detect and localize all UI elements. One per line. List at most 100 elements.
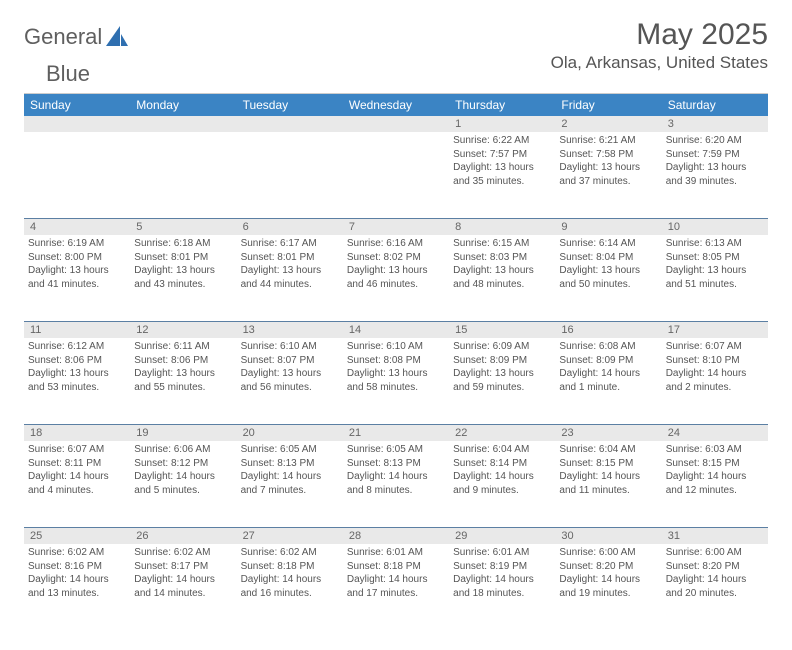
day-cell: Sunrise: 6:19 AMSunset: 8:00 PMDaylight:… <box>24 235 130 321</box>
daylight-text-2: and 41 minutes. <box>28 278 126 292</box>
day-cell: Sunrise: 6:02 AMSunset: 8:17 PMDaylight:… <box>130 544 236 630</box>
daylight-text-2: and 8 minutes. <box>347 484 445 498</box>
day-number-row: 11121314151617 <box>24 321 768 338</box>
daylight-text-2: and 56 minutes. <box>241 381 339 395</box>
day-number-row: 18192021222324 <box>24 424 768 441</box>
day-number: 20 <box>237 425 343 441</box>
week-row: 45678910Sunrise: 6:19 AMSunset: 8:00 PMD… <box>24 218 768 321</box>
daylight-text-1: Daylight: 14 hours <box>559 367 657 381</box>
daylight-text-2: and 11 minutes. <box>559 484 657 498</box>
sunrise-text: Sunrise: 6:04 AM <box>453 443 551 457</box>
day-number: 19 <box>130 425 236 441</box>
day-cell: Sunrise: 6:14 AMSunset: 8:04 PMDaylight:… <box>555 235 661 321</box>
weekday-sat: Saturday <box>662 94 768 116</box>
day-cell: Sunrise: 6:04 AMSunset: 8:14 PMDaylight:… <box>449 441 555 527</box>
day-number: 3 <box>662 116 768 132</box>
sunrise-text: Sunrise: 6:01 AM <box>347 546 445 560</box>
sunrise-text: Sunrise: 6:02 AM <box>241 546 339 560</box>
day-number <box>237 116 343 132</box>
day-cell: Sunrise: 6:07 AMSunset: 8:10 PMDaylight:… <box>662 338 768 424</box>
day-cell: Sunrise: 6:20 AMSunset: 7:59 PMDaylight:… <box>662 132 768 218</box>
day-cell <box>130 132 236 218</box>
sunrise-text: Sunrise: 6:15 AM <box>453 237 551 251</box>
daylight-text-1: Daylight: 14 hours <box>559 470 657 484</box>
sunrise-text: Sunrise: 6:08 AM <box>559 340 657 354</box>
sunrise-text: Sunrise: 6:03 AM <box>666 443 764 457</box>
day-number: 13 <box>237 322 343 338</box>
sunrise-text: Sunrise: 6:07 AM <box>666 340 764 354</box>
daylight-text-1: Daylight: 14 hours <box>28 573 126 587</box>
daylight-text-1: Daylight: 14 hours <box>453 573 551 587</box>
daylight-text-2: and 16 minutes. <box>241 587 339 601</box>
sunrise-text: Sunrise: 6:20 AM <box>666 134 764 148</box>
sunset-text: Sunset: 8:18 PM <box>347 560 445 574</box>
daylight-text-2: and 17 minutes. <box>347 587 445 601</box>
day-number: 30 <box>555 528 661 544</box>
day-number: 17 <box>662 322 768 338</box>
day-cell: Sunrise: 6:02 AMSunset: 8:18 PMDaylight:… <box>237 544 343 630</box>
day-number <box>343 116 449 132</box>
daylight-text-1: Daylight: 14 hours <box>559 573 657 587</box>
day-number: 26 <box>130 528 236 544</box>
week-row: 11121314151617Sunrise: 6:12 AMSunset: 8:… <box>24 321 768 424</box>
sunrise-text: Sunrise: 6:13 AM <box>666 237 764 251</box>
day-number: 12 <box>130 322 236 338</box>
day-number: 21 <box>343 425 449 441</box>
daylight-text-1: Daylight: 13 hours <box>134 264 232 278</box>
daylight-text-2: and 12 minutes. <box>666 484 764 498</box>
daylight-text-2: and 59 minutes. <box>453 381 551 395</box>
day-number-row: 45678910 <box>24 218 768 235</box>
daylight-text-1: Daylight: 13 hours <box>453 264 551 278</box>
daylight-text-2: and 35 minutes. <box>453 175 551 189</box>
daylight-text-1: Daylight: 14 hours <box>347 573 445 587</box>
sunrise-text: Sunrise: 6:10 AM <box>347 340 445 354</box>
sunrise-text: Sunrise: 6:16 AM <box>347 237 445 251</box>
sunrise-text: Sunrise: 6:10 AM <box>241 340 339 354</box>
calendar-body: 123Sunrise: 6:22 AMSunset: 7:57 PMDaylig… <box>24 116 768 630</box>
day-cell: Sunrise: 6:01 AMSunset: 8:18 PMDaylight:… <box>343 544 449 630</box>
daylight-text-2: and 37 minutes. <box>559 175 657 189</box>
location: Ola, Arkansas, United States <box>551 53 768 73</box>
day-number: 29 <box>449 528 555 544</box>
sunset-text: Sunset: 8:06 PM <box>28 354 126 368</box>
daylight-text-1: Daylight: 14 hours <box>241 470 339 484</box>
sunset-text: Sunset: 8:05 PM <box>666 251 764 265</box>
day-cell: Sunrise: 6:12 AMSunset: 8:06 PMDaylight:… <box>24 338 130 424</box>
daylight-text-1: Daylight: 13 hours <box>241 264 339 278</box>
daylight-text-1: Daylight: 13 hours <box>347 367 445 381</box>
daylight-text-1: Daylight: 13 hours <box>241 367 339 381</box>
daylight-text-1: Daylight: 14 hours <box>666 367 764 381</box>
daylight-text-1: Daylight: 14 hours <box>666 573 764 587</box>
day-cell: Sunrise: 6:21 AMSunset: 7:58 PMDaylight:… <box>555 132 661 218</box>
sunrise-text: Sunrise: 6:18 AM <box>134 237 232 251</box>
daylight-text-1: Daylight: 13 hours <box>28 264 126 278</box>
day-cell: Sunrise: 6:02 AMSunset: 8:16 PMDaylight:… <box>24 544 130 630</box>
logo-text-2: Blue <box>46 61 90 87</box>
weekday-tue: Tuesday <box>237 94 343 116</box>
sunrise-text: Sunrise: 6:02 AM <box>28 546 126 560</box>
weekday-fri: Friday <box>555 94 661 116</box>
sunrise-text: Sunrise: 6:11 AM <box>134 340 232 354</box>
day-cell: Sunrise: 6:08 AMSunset: 8:09 PMDaylight:… <box>555 338 661 424</box>
sunset-text: Sunset: 8:20 PM <box>666 560 764 574</box>
daylight-text-1: Daylight: 14 hours <box>666 470 764 484</box>
title-block: May 2025 Ola, Arkansas, United States <box>551 18 768 73</box>
day-cell: Sunrise: 6:16 AMSunset: 8:02 PMDaylight:… <box>343 235 449 321</box>
sunset-text: Sunset: 8:08 PM <box>347 354 445 368</box>
day-number: 28 <box>343 528 449 544</box>
sunrise-text: Sunrise: 6:19 AM <box>28 237 126 251</box>
day-cell: Sunrise: 6:01 AMSunset: 8:19 PMDaylight:… <box>449 544 555 630</box>
sunrise-text: Sunrise: 6:06 AM <box>134 443 232 457</box>
daylight-text-2: and 7 minutes. <box>241 484 339 498</box>
daylight-text-1: Daylight: 13 hours <box>453 367 551 381</box>
day-cell: Sunrise: 6:00 AMSunset: 8:20 PMDaylight:… <box>555 544 661 630</box>
sunset-text: Sunset: 8:01 PM <box>241 251 339 265</box>
day-number-row: 123 <box>24 116 768 132</box>
daylight-text-1: Daylight: 13 hours <box>559 264 657 278</box>
day-number: 24 <box>662 425 768 441</box>
sunset-text: Sunset: 7:59 PM <box>666 148 764 162</box>
daylight-text-2: and 53 minutes. <box>28 381 126 395</box>
sunrise-text: Sunrise: 6:01 AM <box>453 546 551 560</box>
day-number: 2 <box>555 116 661 132</box>
week-row: 18192021222324Sunrise: 6:07 AMSunset: 8:… <box>24 424 768 527</box>
